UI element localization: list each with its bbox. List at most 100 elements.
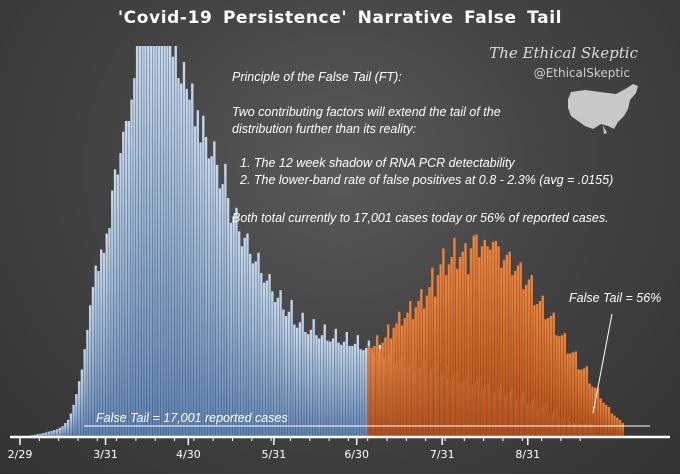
brand-name: The Ethical Skeptic [489, 44, 638, 62]
principle-title: Principle of the False Tail (FT): [232, 70, 402, 84]
bar-false-tail [392, 327, 395, 437]
bar-false-tail [384, 337, 387, 437]
bar-false-tail [467, 274, 470, 437]
bar-reported [315, 335, 318, 437]
bar-false-tail [475, 234, 478, 437]
bar-reported [152, 46, 155, 437]
bar-reported [276, 297, 279, 437]
bar-false-tail [453, 237, 456, 437]
x-tick-label: 6/30 [344, 448, 369, 461]
bar-reported [80, 369, 84, 437]
bar-reported [318, 338, 321, 437]
bar-false-tail [560, 335, 564, 437]
bar-false-tail [563, 333, 566, 437]
bar-reported [55, 429, 59, 437]
bar-false-tail [527, 279, 531, 437]
bar-false-tail [497, 246, 500, 437]
bar-false-tail [538, 300, 542, 437]
bar-false-tail [541, 295, 544, 437]
bar-false-tail [544, 319, 547, 437]
bar-reported [138, 46, 142, 437]
bar-reported [146, 46, 150, 437]
bar-false-tail [513, 270, 517, 437]
bar-reported [149, 46, 153, 437]
bar-false-tail [489, 249, 492, 437]
bar-reported [53, 430, 56, 437]
bar-reported [44, 432, 48, 437]
false-tail-cases-label: False Tail = 17,001 reported cases [96, 411, 288, 425]
bar-false-tail [516, 265, 520, 437]
bar-false-tail [483, 239, 486, 437]
bar-false-tail [456, 268, 459, 437]
bar-reported [61, 426, 64, 437]
bar-reported [119, 153, 122, 437]
bar-false-tail [398, 311, 401, 437]
bar-reported [337, 342, 340, 437]
bar-false-tail [494, 240, 498, 437]
bar-reported [69, 413, 73, 437]
bar-reported [229, 222, 233, 437]
bar-false-tail [450, 257, 453, 437]
bar-reported [356, 335, 360, 437]
bar-false-tail [552, 312, 555, 437]
bar-false-tail [502, 260, 506, 437]
bar-false-tail [605, 404, 608, 437]
bar-false-tail [411, 319, 415, 437]
bar-reported [254, 261, 257, 437]
bar-reported [342, 341, 346, 437]
bar-false-tail [602, 402, 605, 437]
bar-reported [246, 233, 249, 437]
bar-reported [185, 88, 188, 437]
bar-reported [155, 46, 158, 437]
bar-false-tail [610, 413, 613, 437]
bar-false-tail [500, 267, 503, 437]
bar-reported [94, 265, 97, 437]
factor-item: 1. The 12 week shadow of RNA PCR detecta… [240, 156, 515, 170]
bar-false-tail [447, 264, 451, 437]
bar-false-tail [574, 351, 578, 437]
principle-intro: Two contributing factors will extend the… [232, 105, 501, 136]
bar-false-tail [594, 387, 597, 437]
bar-reported [204, 137, 208, 438]
bar-reported [290, 299, 293, 437]
bar-reported [160, 46, 164, 437]
bar-reported [340, 344, 343, 437]
bar-reported [301, 312, 304, 437]
bar-reported [295, 327, 299, 437]
bar-reported [298, 322, 302, 437]
bar-false-tail [580, 369, 583, 437]
bar-false-tail [596, 387, 600, 437]
bar-reported [232, 216, 235, 437]
bar-reported [364, 348, 368, 437]
bar-false-tail [582, 368, 586, 437]
bar-false-tail [378, 349, 382, 437]
x-tick-label: 4/30 [176, 448, 201, 461]
bar-reported [42, 433, 45, 437]
bar-reported [166, 46, 169, 437]
bar-reported [323, 324, 326, 437]
bar-false-tail [591, 386, 594, 437]
bar-reported [210, 156, 213, 437]
bar-false-tail [469, 248, 473, 437]
bar-reported [124, 120, 128, 438]
bar-reported [243, 237, 246, 437]
bar-false-tail [588, 383, 591, 437]
bar-reported [309, 329, 313, 437]
bar-false-tail [577, 369, 580, 437]
bar-false-tail [599, 398, 602, 437]
bar-reported [268, 274, 271, 437]
bar-false-tail [571, 352, 575, 437]
bar-false-tail [389, 338, 393, 437]
bar-reported [77, 381, 81, 437]
bar-false-tail [444, 275, 448, 437]
bar-reported [348, 345, 351, 437]
bar-reported [304, 332, 307, 437]
bar-reported [240, 246, 244, 437]
bar-false-tail [387, 324, 390, 437]
bar-reported [262, 282, 266, 437]
bar-false-tail [607, 407, 611, 437]
bar-reported [116, 174, 119, 438]
bar-reported [351, 345, 354, 437]
